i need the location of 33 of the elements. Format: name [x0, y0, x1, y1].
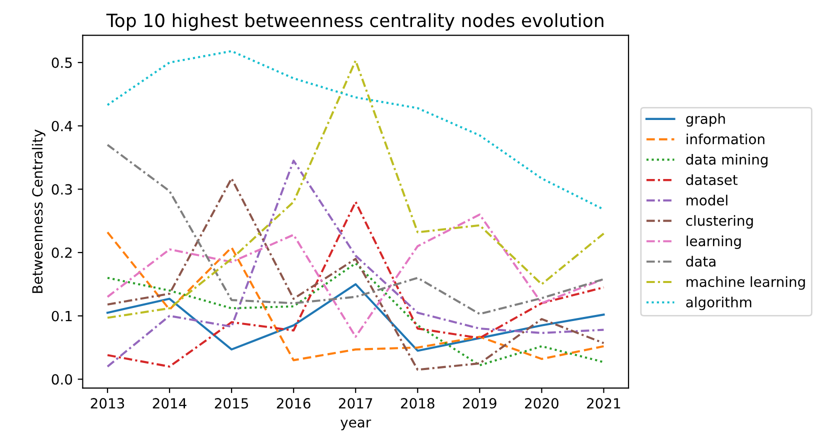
x-tick-label: 2013: [90, 398, 124, 409]
x-axis-title: year: [340, 420, 372, 430]
legend-label: learning: [686, 236, 741, 249]
legend-label: algorithm: [686, 296, 752, 310]
legend-label: model: [686, 194, 728, 206]
x-tick-label: 2019: [463, 398, 496, 409]
y-tick-label: 0.4: [52, 120, 72, 132]
y-axis-title: Betweenness Centrality: [32, 130, 46, 293]
line-series: [106, 283, 605, 352]
legend-label: data mining: [686, 154, 768, 168]
legend-label: machine learning: [686, 276, 805, 290]
y-tick-label: 0.0: [52, 374, 72, 385]
legend-label: data: [686, 256, 716, 267]
line-series: [106, 60, 605, 319]
x-tick-label: 2017: [338, 398, 372, 409]
x-tick-label: 2018: [400, 398, 434, 409]
x-tick-label: 2016: [276, 398, 310, 409]
x-tick-label: 2020: [525, 398, 558, 409]
legend-label: clustering: [686, 215, 753, 229]
x-tick-label: 2014: [152, 398, 186, 409]
x-tick-label: 2021: [587, 398, 620, 409]
line-series: [106, 231, 605, 362]
y-tick-label: 0.2: [52, 248, 72, 258]
legend-label: graph: [686, 113, 725, 127]
line-series: [106, 144, 605, 316]
chart-title: Top 10 highest betweenness centrality nodes evolution: [106, 13, 604, 31]
x-tick-label: 2015: [214, 398, 248, 409]
y-tick-label: 0.5: [52, 57, 72, 68]
legend-label: dataset: [686, 174, 738, 186]
y-tick-label: 0.3: [52, 184, 72, 195]
y-tick-label: 0.1: [52, 310, 72, 322]
line-series: [106, 262, 605, 366]
legend-label: information: [686, 134, 764, 144]
